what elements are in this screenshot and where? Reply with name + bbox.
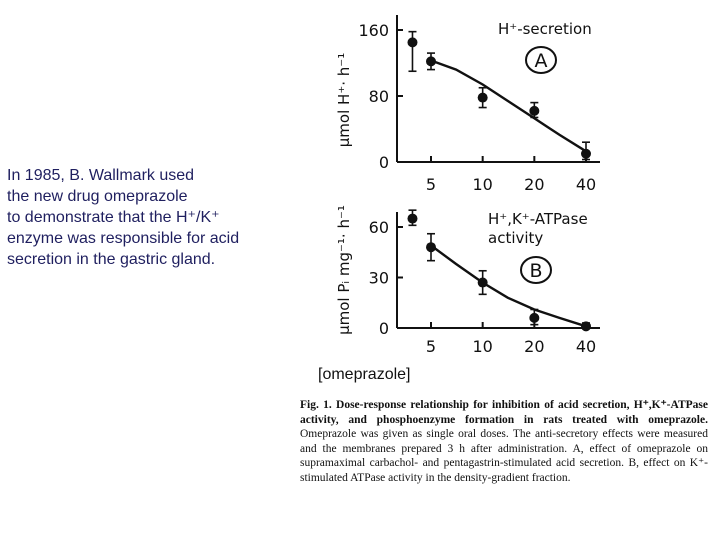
panel-letter-circle (520, 256, 552, 284)
caption-title: Dose-response relationship for inhibitio… (300, 399, 708, 426)
intro-line: enzyme was responsible for acid (7, 230, 240, 247)
data-point (426, 242, 436, 253)
figure-caption: Fig. 1. Dose-response relationship for i… (300, 398, 708, 486)
panel-title: H⁺,K⁺-ATPase activity (488, 210, 588, 247)
y-tick-label: 0 (379, 319, 389, 338)
data-point (581, 321, 591, 332)
panel-letter: A (535, 50, 548, 72)
intro-line: the new drug omeprazole (7, 188, 188, 205)
panel-letter-circle (525, 46, 557, 74)
data-point (477, 92, 488, 103)
intro-text: In 1985, B. Wallmark used the new drug o… (7, 165, 297, 270)
x-tick-label: 20 (524, 337, 544, 356)
caption-fig-label: Fig. 1. (300, 399, 332, 411)
panel-b: 0 30 60 5 10 20 40 μmol Pᵢ mg⁻¹· h⁻¹ H⁺,K⁺-ATPas… (335, 205, 600, 356)
y-axis-label: μmol Pᵢ mg⁻¹· h⁻¹ (335, 205, 353, 335)
fit-curve (430, 59, 587, 153)
data-point (426, 56, 436, 67)
panel-a: 0 80 160 5 10 20 40 μmol H⁺· h⁻¹ H⁺-secretion A (335, 15, 600, 194)
data-point (529, 105, 540, 116)
panel-title-line: activity (488, 229, 543, 247)
y-tick-label: 60 (369, 218, 389, 237)
x-tick-label: 20 (524, 175, 544, 194)
x-tick-label: 40 (576, 175, 596, 194)
data-point (477, 277, 488, 288)
data-point (407, 213, 418, 224)
y-tick-label: 80 (369, 87, 389, 106)
x-tick-label: 5 (426, 337, 436, 356)
y-axis-label: μmol H⁺· h⁻¹ (335, 53, 353, 147)
x-tick-label: 5 (426, 175, 436, 194)
fit-curve (430, 244, 587, 328)
panel-title-line: H⁺,K⁺-ATPase (488, 210, 588, 228)
panel-letter: B (529, 260, 542, 282)
y-tick-label: 0 (379, 153, 389, 172)
data-point (529, 312, 540, 323)
intro-line: In 1985, B. Wallmark used (7, 167, 195, 184)
intro-line: secretion in the gastric gland. (7, 251, 216, 268)
data-point (581, 148, 591, 159)
caption-body: Omeprazole was given as single oral dose… (300, 428, 708, 484)
y-tick-label: 160 (358, 21, 389, 40)
x-axis-label: [omeprazole] (318, 366, 411, 383)
data-point (407, 37, 418, 48)
y-tick-label: 30 (369, 269, 389, 288)
x-tick-label: 40 (576, 337, 596, 356)
panel-title: H⁺-secretion (498, 20, 592, 38)
x-tick-label: 10 (472, 175, 492, 194)
x-tick-label: 10 (472, 337, 492, 356)
intro-line: to demonstrate that the H⁺/K⁺ (7, 209, 220, 226)
